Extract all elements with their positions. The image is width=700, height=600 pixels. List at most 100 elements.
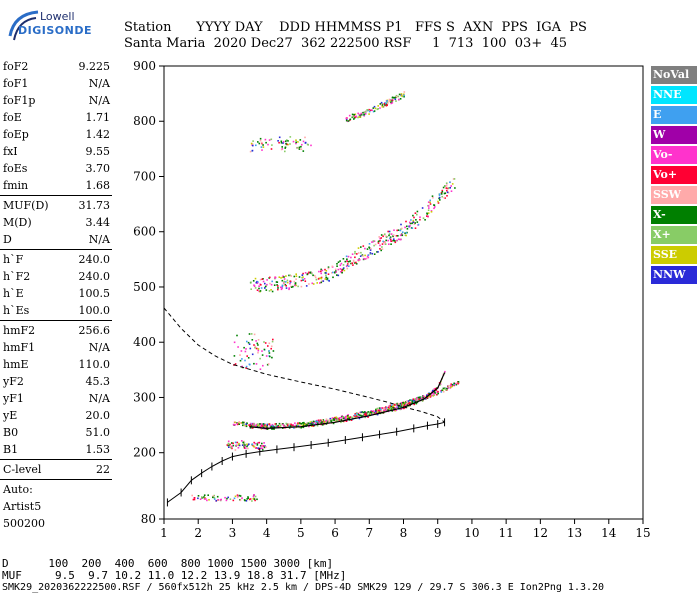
es-echo-point [298,146,301,149]
echo-point [391,410,393,412]
y-tick-label: 500 [133,280,156,294]
echo-point [269,426,272,429]
x-tick-label: 11 [499,526,514,540]
echo-point [349,118,352,121]
y-tick-label: 80 [141,512,156,526]
es-echo-point [256,444,259,446]
echo-point [283,280,285,283]
echo-point [373,410,375,412]
echo-point [386,104,388,106]
echo-point [390,233,393,235]
echo-point [258,285,260,287]
echo-point [389,99,391,102]
echo-point [410,399,413,401]
echo-point [401,401,404,404]
echo-point [414,227,417,229]
echo-point [353,118,355,120]
param-row-foep: foEp 1.42 [0,126,112,143]
echo-point [374,107,377,110]
es-echo-point [233,341,236,344]
x-tick-label: 6 [331,526,339,540]
echo-point [447,387,449,389]
echo-point [411,227,414,229]
echo-point [364,416,367,419]
echo-point [331,265,334,268]
echo-point [387,406,390,409]
echo-point [454,187,456,189]
echo-point [256,289,259,291]
es-echo-point [263,442,265,444]
es-echo-point [226,444,229,446]
es-echo-point [192,498,195,501]
echo-point [366,109,369,112]
echo-point [266,279,268,281]
echo-point [377,105,379,107]
echo-point [392,405,395,407]
echo-point [256,280,258,283]
param-row-hme: hmE 110.0 [0,356,112,373]
echo-point [390,404,393,406]
param-row-d: D N/A [0,231,112,248]
echo-point [321,419,324,422]
echo-point [275,423,277,425]
echo-point [427,212,430,214]
echo-point [450,386,452,389]
echo-point [397,235,399,237]
es-echo-point [234,441,237,444]
param-value: N/A [88,233,110,246]
echo-point [269,276,271,279]
echo-point [278,422,281,425]
x-tick-label: 5 [297,526,305,540]
echo-point [446,387,448,390]
es-echo-point [260,445,263,447]
echo-point [312,425,315,427]
echo-point [428,396,431,399]
param-value: 100.5 [78,287,111,300]
echo-point [406,225,408,228]
echo-point [281,423,283,425]
echo-point [334,271,336,274]
echo-point [290,423,292,426]
es-echo-point [215,499,218,502]
echo-point [433,204,435,206]
echo-point [358,413,360,416]
param-row-fof1p: foF1p N/A [0,92,112,109]
echo-point [380,103,383,106]
es-echo-point [257,344,259,346]
y-tick-label: 400 [133,335,156,349]
es-echo-point [271,144,273,146]
echo-point [250,281,252,284]
echo-point [297,285,299,288]
echo-point [441,189,444,192]
echo-point [448,384,450,387]
es-echo-point [232,499,235,502]
echo-point [357,247,360,249]
es-echo-point [201,496,203,498]
echo-point [269,282,271,285]
param-row-b0: B0 51.0 [0,424,112,441]
echo-point [440,391,443,393]
echo-point [426,396,429,399]
echo-point [317,278,320,280]
echo-point [304,272,307,274]
echo-point [347,260,350,263]
es-echo-point [257,448,260,450]
echo-point [294,422,296,424]
echo-point [414,400,417,403]
echo-point [390,102,392,105]
echo-point [353,114,356,117]
echo-point [301,274,304,276]
echo-point [342,258,345,260]
echo-point [322,280,325,282]
echo-point [381,246,383,248]
echo-point [401,234,404,237]
echo-point [273,428,275,430]
param-row-yf2: yF2 45.3 [0,373,112,390]
es-echo-point [246,340,248,343]
echo-point [297,422,299,424]
es-echo-point [246,445,248,448]
echo-point [259,423,261,425]
param-value: 3.70 [85,162,111,175]
echo-point [358,259,361,261]
echo-point [315,278,318,281]
